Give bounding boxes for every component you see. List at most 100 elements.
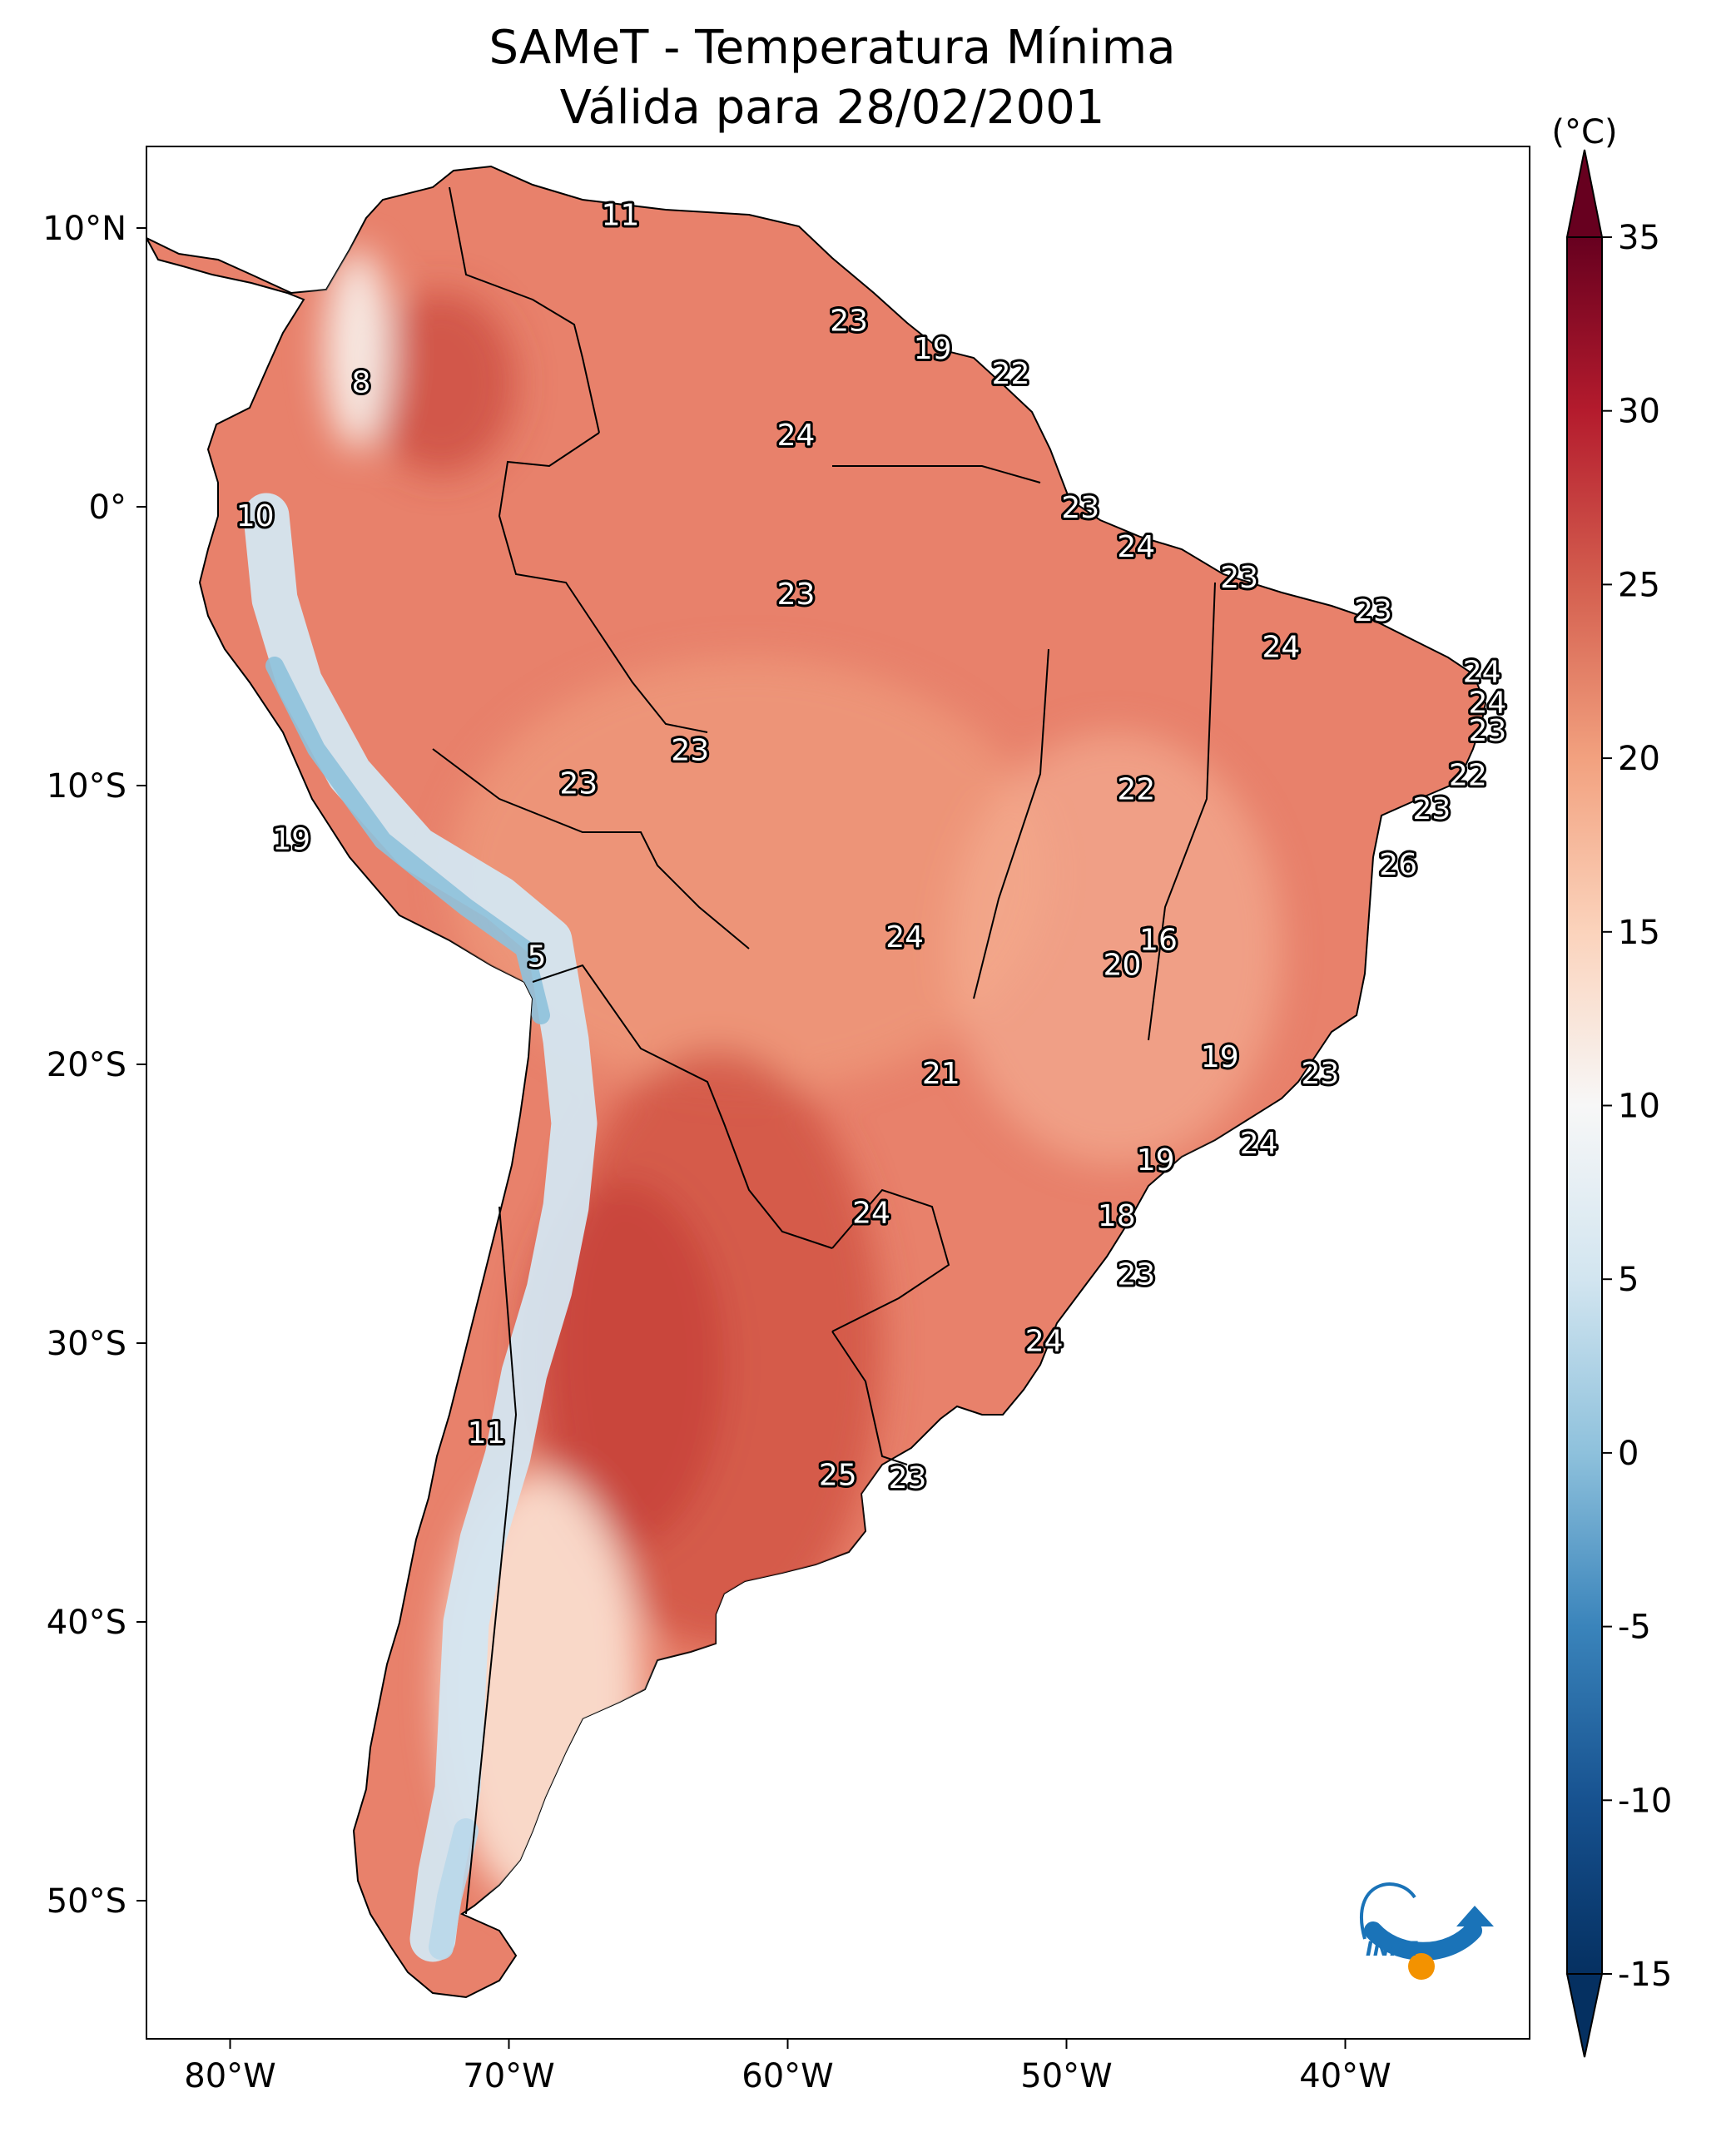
temperature-label: 24 (1025, 1325, 1064, 1359)
border-brazil-peru (498, 432, 708, 733)
temperature-label: 23 (889, 1461, 927, 1495)
lon-tick-label: 80°W (184, 2057, 275, 2095)
title-line-1: SAMeT - Temperatura Mínima (489, 21, 1175, 75)
colorbar-tick-label: 35 (1618, 219, 1660, 257)
border-paraguay-brazil (831, 1188, 950, 1332)
temperature-label: 23 (1220, 561, 1258, 595)
temperature-label: 26 (1379, 848, 1417, 882)
border-argentina-uruguay (831, 1331, 908, 1465)
cooler-highland-region (949, 732, 1282, 1165)
temperature-label: 24 (1262, 631, 1301, 665)
map-area (146, 146, 1530, 2039)
lat-tick-label: 30°S (47, 1325, 126, 1363)
temperature-label: 20 (1104, 948, 1142, 982)
lat-tick-label: 50°S (47, 1882, 126, 1921)
colorbar-tick-label: 20 (1618, 740, 1660, 778)
temperature-label: 23 (671, 733, 709, 767)
temperature-label: 24 (777, 419, 816, 453)
temperature-label: 11 (468, 1416, 506, 1450)
border-bahia-goias (1148, 582, 1216, 1041)
temperature-label: 16 (1139, 923, 1178, 957)
lon-tick-label: 40°W (1299, 2057, 1391, 2095)
temperature-label: 25 (819, 1458, 857, 1492)
colorbar: (°C) 35 30 25 20 15 10 5 0 -5 -10 -15 (1551, 113, 1672, 2058)
temperature-label: 19 (272, 823, 310, 857)
temperature-label: 22 (1117, 772, 1155, 806)
border-bolivia-paraguay (532, 964, 833, 1249)
colorbar-tick-label: -5 (1618, 1609, 1651, 1647)
temperature-label: 24 (1463, 656, 1501, 690)
longitude-ticks: 80°W 70°W 60°W 50°W 40°W (184, 2039, 1391, 2095)
border-colombia-venezuela (449, 186, 600, 434)
temperature-label: 21 (922, 1057, 960, 1091)
temperature-label: 24 (852, 1197, 890, 1231)
lat-tick-label: 20°S (47, 1046, 126, 1084)
colorbar-bottom-arrow (1565, 1973, 1604, 2058)
colorbar-tick-label: 15 (1618, 914, 1660, 952)
political-boundaries (432, 186, 1216, 1915)
inpe-logo-orange-dot (1408, 1953, 1435, 1980)
inpe-logo: INPE (1359, 1882, 1494, 1980)
temperature-label: 22 (992, 357, 1030, 391)
border-chile-argentina (465, 1206, 518, 1915)
temperature-label: 23 (559, 767, 598, 801)
border-amazonas-para (832, 465, 1041, 483)
colorbar-body (1566, 236, 1603, 1975)
border-peru-bolivia (432, 748, 750, 950)
inpe-logo-orbit (1359, 1882, 1416, 1940)
inpe-logo-arrow (1456, 1906, 1494, 1926)
temperature-label: 19 (914, 332, 952, 366)
temperature-label: 23 (1301, 1057, 1339, 1091)
temperature-label: 23 (1468, 714, 1506, 748)
colorbar-tick-label: 0 (1618, 1435, 1639, 1473)
colorbar-unit: (°C) (1551, 113, 1617, 151)
latitude-ticks: 10°N 0° 10°S 20°S 30°S 40°S 50°S (42, 210, 146, 1921)
temperature-label: 19 (1137, 1143, 1175, 1178)
lon-tick-label: 70°W (463, 2057, 554, 2095)
map-frame (146, 146, 1530, 2040)
andes-southern-cold (429, 1818, 479, 1960)
border-tocantins (973, 648, 1049, 999)
temperature-label: 5 (528, 940, 547, 974)
temperature-label: 18 (1098, 1199, 1136, 1233)
temperature-label: 11 (602, 198, 640, 232)
temperature-label: 10 (236, 499, 275, 533)
temperature-label: 23 (1061, 491, 1099, 525)
lat-tick-label: 10°N (42, 210, 126, 248)
inpe-logo-text: INPE (1366, 1937, 1419, 1961)
colorbar-tick-label: 25 (1618, 566, 1660, 604)
colorbar-ticks: 35 30 25 20 15 10 5 0 -5 -10 -15 (1602, 219, 1672, 1994)
colorbar-tick-label: 5 (1618, 1261, 1639, 1299)
hot-colombia-region (366, 291, 516, 474)
lon-tick-label: 50°W (1020, 2057, 1112, 2095)
temperature-label: 22 (1449, 759, 1487, 793)
andes-coldest-ridge (265, 657, 550, 1024)
inpe-logo-swoosh (1364, 1921, 1482, 1961)
temperature-label: 8 (351, 365, 370, 399)
temperature-label: 24 (885, 920, 924, 955)
lat-tick-label: 40°S (47, 1604, 126, 1642)
temperature-label: 23 (830, 305, 868, 339)
temperature-label: 23 (1412, 792, 1451, 826)
temperature-label: 19 (1201, 1040, 1239, 1074)
colorbar-top-arrow (1565, 149, 1604, 238)
colorbar-tick-label: -15 (1618, 1956, 1672, 1994)
temperature-label: 23 (777, 578, 816, 612)
lat-tick-label: 10°S (47, 767, 126, 806)
temperature-overlays (243, 250, 1282, 1962)
andes-cold-ridge (243, 493, 598, 1962)
colorbar-tick-label: 30 (1618, 393, 1660, 431)
colorbar-tick-label: -10 (1618, 1782, 1672, 1820)
colombian-andes-cold (325, 250, 391, 449)
lon-tick-label: 60°W (742, 2057, 833, 2095)
temperature-label: 24 (1117, 530, 1155, 564)
cooler-plateau-region (449, 657, 1049, 1090)
temperature-label: 23 (1117, 1257, 1155, 1292)
temperature-label: 24 (1240, 1127, 1278, 1161)
temperature-label: 24 (1468, 687, 1506, 721)
colorbar-tick-label: 10 (1618, 1088, 1660, 1126)
title-line-2: Válida para 28/02/2001 (560, 81, 1105, 135)
temperature-label: 23 (1354, 594, 1392, 628)
